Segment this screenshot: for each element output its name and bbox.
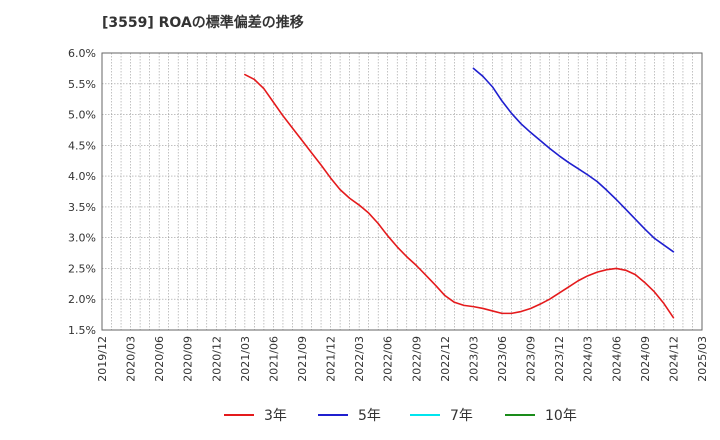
y-tick-label: 2.0% — [68, 293, 96, 306]
x-tick-label: 2022/12 — [439, 336, 452, 382]
y-tick-label: 4.0% — [68, 170, 96, 183]
x-tick-label: 2024/06 — [610, 336, 623, 382]
x-tick-label: 2023/12 — [553, 336, 566, 382]
legend-label-7y: 7年 — [450, 408, 473, 424]
legend-label-3y: 3年 — [264, 408, 287, 424]
legend-swatch-7y — [410, 414, 440, 416]
y-tick-label: 3.5% — [68, 201, 96, 214]
legend-item-10y[interactable]: 10年 — [505, 404, 577, 426]
x-tick-label: 2022/06 — [382, 336, 395, 382]
legend-swatch-10y — [505, 414, 535, 416]
chart-legend: 3年 5年 7年 10年 — [0, 404, 720, 426]
chart-title: [3559] ROAの標準偏差の推移 — [102, 15, 304, 31]
legend-swatch-3y — [224, 414, 254, 416]
x-tick-label: 2024/12 — [667, 336, 680, 382]
x-tick-label: 2025/03 — [696, 336, 709, 382]
y-tick-label: 1.5% — [68, 324, 96, 337]
legend-item-7y[interactable]: 7年 — [410, 404, 473, 426]
x-tick-label: 2023/03 — [467, 336, 480, 382]
x-tick-label: 2023/09 — [525, 336, 538, 382]
x-tick-label: 2024/09 — [639, 336, 652, 382]
y-tick-label: 5.0% — [68, 109, 96, 122]
legend-swatch-5y — [318, 414, 348, 416]
x-tick-label: 2022/09 — [410, 336, 423, 382]
x-tick-label: 2021/06 — [267, 336, 280, 382]
x-tick-label: 2020/12 — [210, 336, 223, 382]
y-tick-label: 6.0% — [68, 47, 96, 60]
x-tick-label: 2024/03 — [582, 336, 595, 382]
x-tick-label: 2020/03 — [125, 336, 138, 382]
x-tick-label: 2021/09 — [296, 336, 309, 382]
y-tick-label: 5.5% — [68, 78, 96, 91]
x-tick-label: 2023/06 — [496, 336, 509, 382]
plot-frame — [101, 52, 703, 331]
x-tick-label: 2021/12 — [325, 336, 338, 382]
x-tick-label: 2021/03 — [239, 336, 252, 382]
x-tick-label: 2020/09 — [182, 336, 195, 382]
legend-label-5y: 5年 — [358, 408, 381, 424]
y-tick-label: 3.0% — [68, 232, 96, 245]
series-layer — [244, 67, 675, 319]
axis-layer: 1.5% 2.0% 2.5% 3.0% 3.5% 4.0% 4.5% 5.0% 5.5% 6.0%… — [68, 47, 709, 382]
plot-area — [102, 53, 702, 330]
grid-layer — [101, 52, 703, 331]
legend-item-5y[interactable]: 5年 — [318, 404, 381, 426]
x-tick-label: 2022/03 — [353, 336, 366, 382]
series-line-0 — [244, 73, 675, 319]
x-tick-label: 2020/06 — [153, 336, 166, 382]
series-line-1 — [472, 67, 675, 253]
y-tick-label: 2.5% — [68, 262, 96, 275]
y-tick-label: 4.5% — [68, 139, 96, 152]
x-tick-label: 2019/12 — [96, 336, 109, 382]
legend-item-3y[interactable]: 3年 — [224, 404, 287, 426]
legend-label-10y: 10年 — [545, 408, 577, 424]
